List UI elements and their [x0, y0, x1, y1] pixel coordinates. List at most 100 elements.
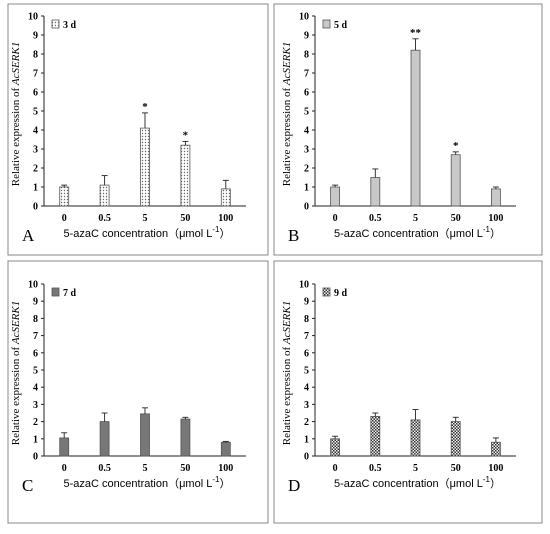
significance-mark: ** — [410, 27, 422, 39]
x-tick-label: 100 — [218, 213, 233, 224]
bar — [99, 421, 110, 457]
x-tick-label: 50 — [180, 213, 190, 224]
bar — [370, 177, 381, 207]
y-tick-label: 9 — [304, 297, 309, 308]
x-tick-label: 50 — [451, 463, 461, 474]
legend-swatch — [322, 19, 331, 29]
x-axis-title-end: ） — [219, 227, 230, 240]
x-tick-label: 0.5 — [369, 463, 382, 474]
y-tick-label: 2 — [304, 417, 309, 428]
bar — [99, 184, 110, 207]
legend-label: 5 d — [334, 20, 348, 31]
bar — [330, 438, 341, 457]
y-tick-label: 7 — [304, 69, 309, 80]
y-tick-label: 3 — [304, 145, 309, 156]
y-tick-label: 4 — [304, 126, 309, 137]
bar — [450, 154, 461, 207]
x-axis-title-end: ） — [219, 477, 230, 490]
y-tick-label: 7 — [33, 69, 38, 80]
bar — [180, 144, 191, 207]
y-axis-title: Relative expression of AcSERK1 — [10, 42, 22, 187]
panel-letter: D — [288, 476, 300, 495]
y-tick-label: 3 — [304, 400, 309, 411]
significance-mark: * — [142, 101, 148, 113]
y-tick-label: 0 — [304, 202, 309, 213]
x-axis-title-end: ） — [490, 227, 501, 240]
y-axis-title: Relative expression of AcSERK1 — [281, 42, 293, 187]
y-tick-label: 5 — [33, 107, 38, 118]
x-tick-label: 0 — [62, 213, 67, 224]
x-tick-label: 50 — [180, 463, 190, 474]
y-tick-label: 6 — [33, 88, 38, 99]
x-axis-title-end: ） — [490, 477, 501, 490]
y-tick-label: 4 — [304, 383, 309, 394]
y-tick-label: 4 — [33, 383, 38, 394]
y-tick-label: 8 — [304, 50, 309, 61]
y-tick-label: 9 — [33, 31, 38, 42]
x-tick-label: 0.5 — [98, 463, 111, 474]
y-tick-label: 6 — [304, 88, 309, 99]
y-tick-label: 9 — [304, 31, 309, 42]
y-axis-title-gene: AcSERK1 — [10, 42, 22, 86]
panel-letter: C — [22, 476, 33, 495]
x-tick-label: 100 — [488, 213, 503, 224]
y-axis-title: Relative expression of AcSERK1 — [281, 301, 293, 446]
bar — [450, 421, 461, 457]
x-tick-label: 100 — [218, 463, 233, 474]
y-tick-label: 4 — [33, 126, 38, 137]
y-tick-label: 1 — [304, 434, 309, 445]
x-axis-title-main: 5-azaC concentration（μmol L — [334, 477, 483, 490]
y-axis-title: Relative expression of AcSERK1 — [10, 301, 22, 446]
y-tick-label: 2 — [33, 417, 38, 428]
x-axis-title-sup: -1 — [212, 475, 220, 484]
y-tick-label: 0 — [33, 202, 38, 213]
bar — [410, 419, 421, 457]
x-tick-label: 5 — [143, 213, 148, 224]
y-tick-label: 0 — [304, 452, 309, 463]
legend-swatch — [51, 19, 60, 29]
bar — [410, 49, 421, 207]
y-tick-label: 10 — [299, 12, 309, 23]
y-tick-label: 0 — [33, 452, 38, 463]
bar — [180, 418, 191, 457]
panel-border — [273, 3, 543, 256]
y-tick-label: 8 — [304, 314, 309, 325]
panel-letter: B — [288, 226, 299, 245]
y-axis-title-prefix: Relative expression of — [10, 344, 22, 445]
bar — [490, 441, 501, 457]
bar — [330, 186, 341, 207]
chart-panel-c: 0 1 2 3 4 5 6 7 8 9 10 Relative expression of AcSER… — [7, 260, 269, 524]
y-tick-label: 1 — [33, 183, 38, 194]
bar — [59, 186, 70, 207]
legend-label: 9 d — [334, 288, 348, 299]
y-axis-title-prefix: Relative expression of — [281, 344, 293, 445]
panel-border — [7, 3, 269, 256]
y-axis-title-prefix: Relative expression of — [10, 85, 22, 186]
y-tick-label: 8 — [33, 50, 38, 61]
y-axis-title-gene: AcSERK1 — [281, 301, 293, 345]
x-axis-title-sup: -1 — [483, 225, 491, 234]
x-tick-label: 0.5 — [369, 213, 382, 224]
x-tick-label: 5 — [143, 463, 148, 474]
x-axis-title-main: 5-azaC concentration（μmol L — [64, 227, 213, 240]
y-tick-label: 10 — [299, 280, 309, 291]
y-tick-label: 10 — [28, 280, 38, 291]
y-axis-title-gene: AcSERK1 — [281, 42, 293, 86]
y-tick-label: 10 — [28, 12, 38, 23]
panel-border — [7, 260, 269, 524]
x-tick-label: 0 — [62, 463, 67, 474]
x-axis-title-main: 5-azaC concentration（μmol L — [334, 227, 483, 240]
panel-border — [273, 260, 543, 524]
y-tick-label: 5 — [304, 107, 309, 118]
y-tick-label: 6 — [304, 348, 309, 359]
y-tick-label: 6 — [33, 348, 38, 359]
x-axis-title: 5-azaC concentration（μmol L-1） — [64, 225, 231, 240]
y-tick-label: 7 — [304, 331, 309, 342]
chart-panel-d: 0 1 2 3 4 5 6 7 8 9 10 Relative expression of AcSER… — [273, 260, 543, 524]
x-axis-title-sup: -1 — [483, 475, 491, 484]
y-tick-label: 9 — [33, 297, 38, 308]
legend-swatch — [322, 287, 331, 297]
bar — [490, 188, 501, 207]
